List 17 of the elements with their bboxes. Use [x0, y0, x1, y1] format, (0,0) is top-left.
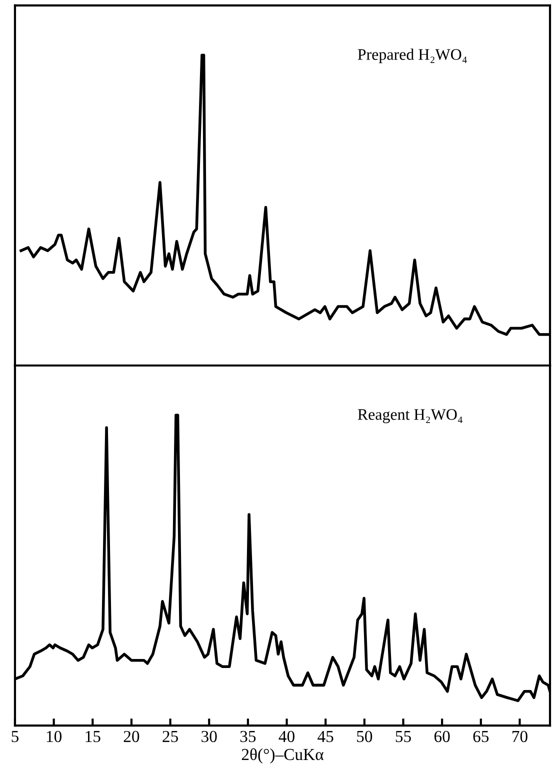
- text: Prepared H₂WO₄: [358, 48, 467, 64]
- x-tick-label: 40: [278, 730, 294, 742]
- x-tick-label: 10: [46, 730, 62, 742]
- x-tick-label: 5: [12, 731, 18, 742]
- x-tick-label: 25: [162, 730, 178, 742]
- x-tick-label: 70: [512, 730, 528, 742]
- x-axis-title: 2θ(°)–CuKα: [242, 748, 324, 764]
- x-tick-label: 50: [357, 730, 372, 742]
- x-tick-label: 30: [202, 730, 217, 742]
- x-tick-label: 35: [240, 730, 256, 742]
- x-tick-label: 65: [473, 730, 489, 742]
- text: Reagent H₂WO₄: [358, 409, 462, 424]
- x-tick-label: 20: [124, 730, 140, 742]
- x-tick-label: 60: [434, 730, 450, 742]
- x-tick-label: 45: [318, 731, 334, 742]
- x-tick-label: 55: [396, 731, 411, 742]
- x-tick-label: 15: [86, 730, 100, 742]
